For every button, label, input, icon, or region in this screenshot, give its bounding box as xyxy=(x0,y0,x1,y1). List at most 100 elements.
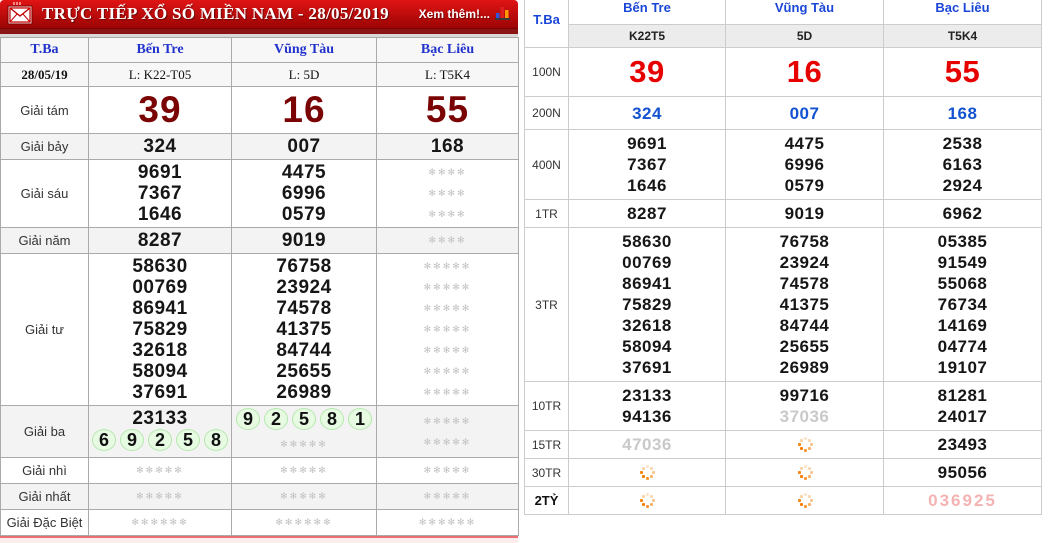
draw-date: 28/05/19 xyxy=(0,62,89,87)
prize-row: Giải nhì ✻✻✻✻✻ ✻✻✻✻✻ ✻✻✻✻✻ xyxy=(0,457,519,484)
prize-cell xyxy=(725,430,884,459)
province-header[interactable]: Bạc Liêu xyxy=(376,37,519,63)
prize-label: 15TR xyxy=(524,430,569,459)
summary-results-table: T.Ba Bến Tre Vũng Tàu Bạc Liêu K22T5 5D T5K4 10… xyxy=(524,0,1042,515)
prize-number: 007 xyxy=(789,103,820,123)
prize-label: 2TỶ xyxy=(524,486,569,515)
prize-number: 25655 xyxy=(779,337,830,356)
prize-number: 32618 xyxy=(622,316,672,335)
station-code: L: K22-T05 xyxy=(88,62,232,87)
prize-number: 55 xyxy=(425,89,470,130)
prize-number: 6163 xyxy=(942,155,983,174)
pending-placeholder-icon: ✻✻✻✻✻ xyxy=(423,324,472,334)
prize-cell: ✻✻✻✻✻ xyxy=(88,483,232,510)
prize-cell: 8287 xyxy=(568,199,726,228)
prize-cell: 6962 xyxy=(883,199,1042,228)
province-header[interactable]: Bến Tre xyxy=(568,0,726,25)
pending-placeholder-icon: ✻✻✻✻✻✻ xyxy=(418,517,477,527)
revealing-number: 47036 xyxy=(622,435,672,454)
province-header[interactable]: Vũng Tàu xyxy=(231,37,377,63)
prize-number: 23924 xyxy=(276,277,332,298)
prize-label: Giải nhất xyxy=(0,483,89,510)
prize-label: 1TR xyxy=(524,199,569,228)
prize-cell: ✻✻✻✻✻ xyxy=(376,457,519,484)
pending-placeholder-icon: ✻✻✻✻✻ xyxy=(280,439,328,449)
revealed-digit: 5 xyxy=(176,429,200,451)
live-results-panel: TRỰC TIẾP XỔ SỐ MIỀN NAM - 28/05/2019 Xe… xyxy=(0,0,519,543)
prize-cell: 9691 7367 1646 xyxy=(88,159,232,228)
prize-cell: ✻✻✻✻ xyxy=(376,227,519,254)
pending-placeholder-icon: ✻✻✻✻ xyxy=(428,209,467,219)
pending-placeholder-icon: ✻✻✻✻✻ xyxy=(280,491,328,501)
prize-cell: 324 xyxy=(568,96,726,130)
pending-placeholder-icon: ✻✻✻✻✻ xyxy=(423,415,472,426)
prize-number: 23133 xyxy=(132,408,188,429)
revealed-digit: 8 xyxy=(204,429,228,451)
prize-number: 168 xyxy=(430,136,465,157)
pending-placeholder-icon: ✻✻✻✻✻ xyxy=(423,491,472,501)
pending-placeholder-icon: ✻✻✻✻✻ xyxy=(423,436,472,447)
province-header[interactable]: Bến Tre xyxy=(88,37,232,63)
prize-number: 6996 xyxy=(784,155,825,174)
prize-number: 0579 xyxy=(281,204,327,225)
prize-number: 04774 xyxy=(937,337,988,356)
prize-number: 4475 xyxy=(784,134,825,153)
prize-number: 168 xyxy=(947,103,978,123)
pending-placeholder-icon: ✻✻✻✻✻✻ xyxy=(275,517,333,527)
prize-number: 324 xyxy=(143,136,177,157)
prize-cell: 76758 23924 74578 41375 84744 25655 26989 xyxy=(725,227,884,382)
prize-number: 16 xyxy=(282,89,326,130)
prize-cell: 9 2 5 8 1 ✻✻✻✻✻ xyxy=(231,405,377,458)
prize-number: 23133 xyxy=(622,386,672,405)
prize-number: 1646 xyxy=(137,204,183,225)
prize-number: 1646 xyxy=(627,176,667,195)
province-header[interactable]: Bạc Liêu xyxy=(883,0,1042,25)
prize-row: 400N 9691 7367 1646 4475 6996 0579 2538 6163 2924 xyxy=(524,129,1042,200)
prize-number: 00769 xyxy=(622,253,672,272)
prize-cell: 58630 00769 86941 75829 32618 58094 37691 xyxy=(568,227,726,382)
prize-cell: 168 xyxy=(883,96,1042,130)
prize-cell: 05385 91549 55068 76734 14169 04774 19107 xyxy=(883,227,1042,382)
see-more-link[interactable]: Xem thêm!... xyxy=(418,7,490,21)
prize-label: 100N xyxy=(524,47,569,97)
prize-row: Giải ba 23133 6 9 2 5 8 9 2 5 8 1 ✻✻✻✻✻ ✻✻✻✻✻ ✻✻✻✻✻ xyxy=(0,405,519,458)
prize-cell: 23133 94136 xyxy=(568,381,726,431)
prize-row: 100N 39 16 55 xyxy=(524,47,1042,97)
prize-number: 76758 xyxy=(276,256,332,277)
prize-cell: 16 xyxy=(725,47,884,97)
prize-number: 6962 xyxy=(942,204,983,223)
pending-placeholder-icon: ✻✻✻✻✻ xyxy=(280,465,328,475)
revealed-digit: 1 xyxy=(348,408,372,430)
pending-placeholder-icon: ✻✻✻✻✻ xyxy=(423,345,472,355)
prize-number: 0579 xyxy=(784,176,825,195)
prize-number: 00769 xyxy=(132,277,188,298)
prize-number: 2924 xyxy=(942,176,983,195)
prize-number: 39 xyxy=(138,89,182,130)
prize-number: 2538 xyxy=(942,134,983,153)
pending-placeholder-icon: ✻✻✻✻✻ xyxy=(423,261,472,271)
prize-cell xyxy=(725,458,884,487)
day-column-header: T.Ba xyxy=(0,37,89,63)
prize-cell: 9019 xyxy=(725,199,884,228)
pending-placeholder-icon: ✻✻✻✻✻ xyxy=(136,465,184,475)
prize-number: 55 xyxy=(944,54,981,89)
prize-number: 16 xyxy=(786,54,823,89)
prize-label: Giải Đặc Biệt xyxy=(0,509,89,536)
prize-number: 86941 xyxy=(132,298,188,319)
prize-row: Giải tám 39 16 55 xyxy=(0,86,519,134)
prize-cell: 2538 6163 2924 xyxy=(883,129,1042,200)
bar-chart-icon[interactable] xyxy=(495,5,512,26)
loading-spinner-icon xyxy=(796,435,814,453)
prize-row: Giải bảy 324 007 168 xyxy=(0,133,519,160)
province-header[interactable]: Vũng Tàu xyxy=(725,0,884,25)
live-titlebar: TRỰC TIẾP XỔ SỐ MIỀN NAM - 28/05/2019 Xe… xyxy=(0,0,518,29)
loading-spinner-icon xyxy=(638,463,656,481)
prize-cell: 007 xyxy=(725,96,884,130)
prize-label: 10TR xyxy=(524,381,569,431)
revealed-digit: 2 xyxy=(264,408,288,430)
pending-placeholder-icon: ✻✻✻✻✻✻ xyxy=(131,517,189,527)
prize-cell: 81281 24017 xyxy=(883,381,1042,431)
prize-row: 30TR 95056 xyxy=(524,458,1042,487)
